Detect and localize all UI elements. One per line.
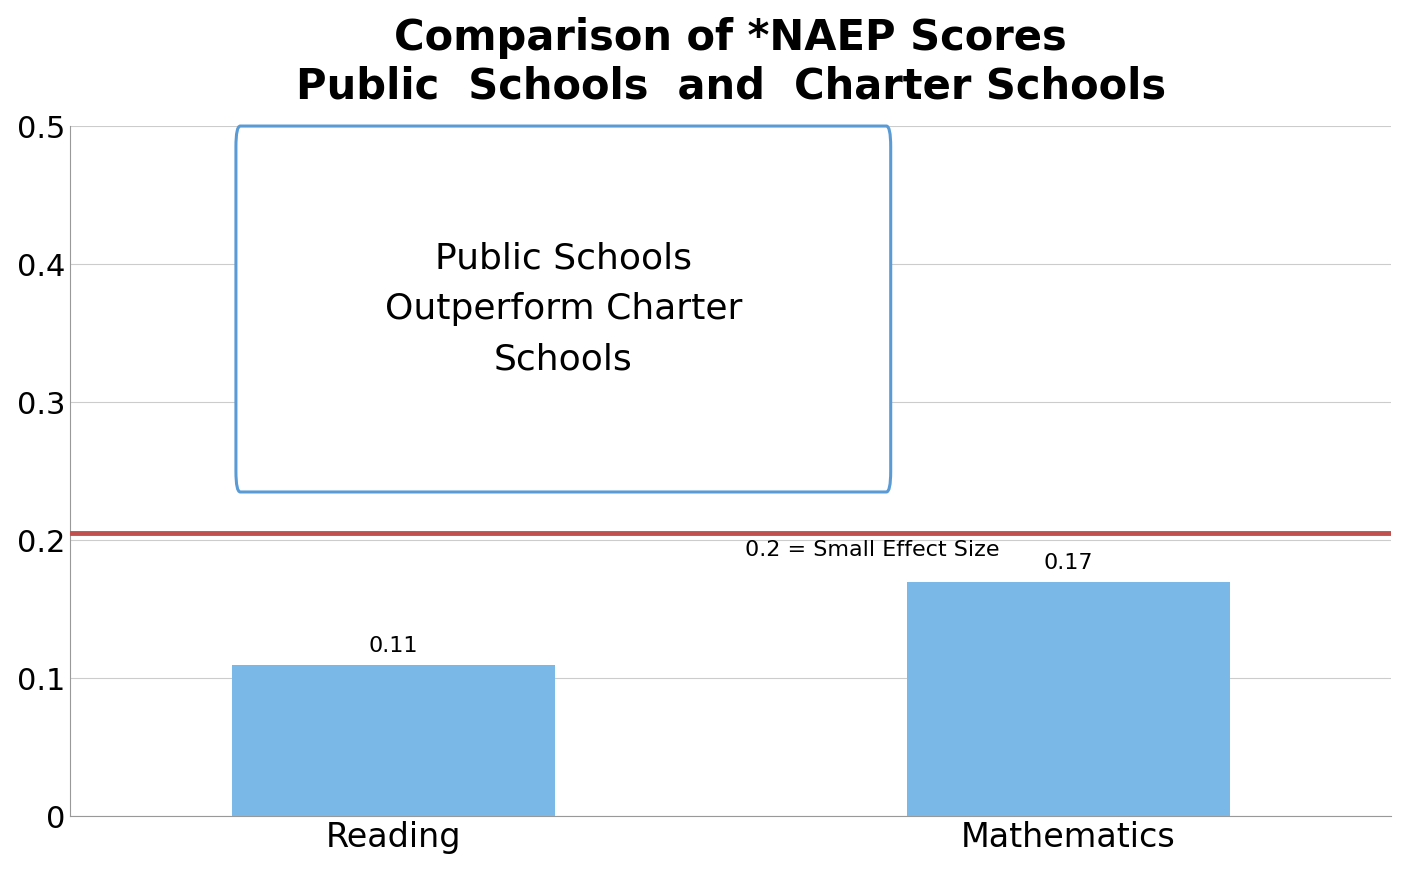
Bar [907,582,1229,816]
FancyBboxPatch shape [237,126,891,492]
Text: 0.2 = Small Effect Size: 0.2 = Small Effect Size [745,540,1000,560]
Title: Comparison of *NAEP Scores
Public  Schools  and  Charter Schools: Comparison of *NAEP Scores Public School… [296,17,1166,107]
Bar [231,665,555,816]
Text: 0.17: 0.17 [1043,553,1093,573]
Text: 0.11: 0.11 [369,637,418,656]
Text: Public Schools
Outperform Charter
Schools: Public Schools Outperform Charter School… [384,242,742,376]
